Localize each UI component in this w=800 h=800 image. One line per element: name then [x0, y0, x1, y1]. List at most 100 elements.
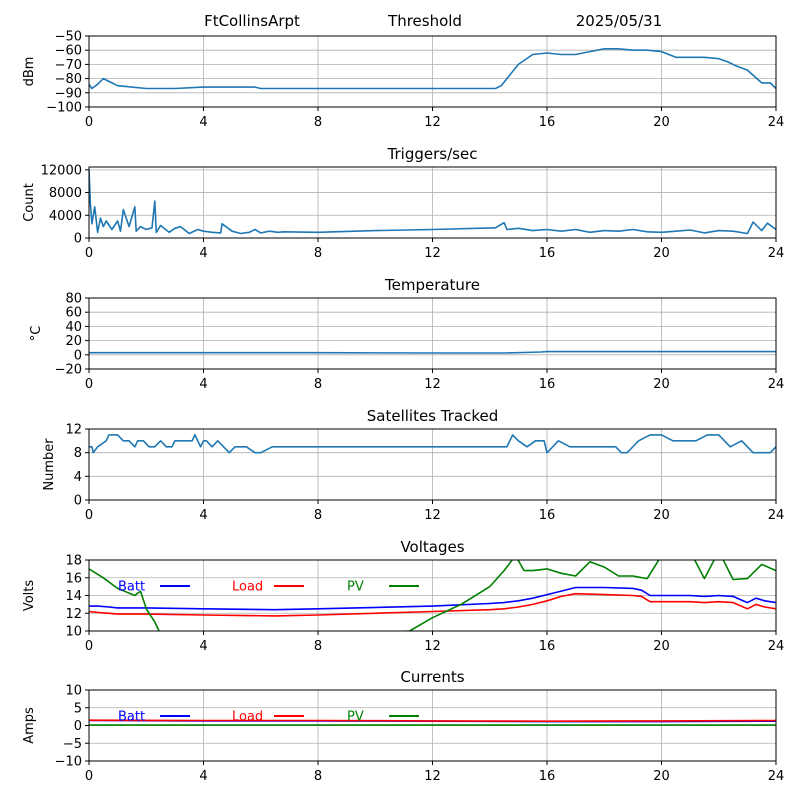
x-tick-label: 0: [85, 377, 93, 392]
x-tick-label: 8: [314, 769, 322, 784]
x-tick-label: 8: [314, 246, 322, 261]
x-tick-label: 20: [653, 115, 670, 130]
y-tick-label: 10: [65, 684, 82, 699]
x-tick-label: 4: [199, 115, 207, 130]
y-axis-label: dBm: [22, 57, 37, 87]
panel-6: 0 4 8 12 16 20 24 −10 −5 0 5 10 Amps Currents Batt Load…: [22, 668, 784, 784]
x-tick-label: 12: [424, 639, 441, 654]
station-label: FtCollinsArpt: [204, 12, 300, 30]
y-tick-label: 80: [65, 292, 82, 307]
x-tick-label: 4: [199, 639, 207, 654]
y-axis-label: Volts: [22, 580, 37, 612]
x-tick-label: 0: [85, 769, 93, 784]
x-tick-label: 0: [85, 246, 93, 261]
x-tick-label: 20: [653, 769, 670, 784]
x-tick-label: 20: [653, 639, 670, 654]
y-tick-label: 14: [65, 589, 82, 604]
y-axis-label: °C: [29, 326, 44, 342]
panel-title: Triggers/sec: [387, 145, 478, 163]
y-axis-label: Number: [42, 438, 57, 491]
x-tick-label: 12: [424, 115, 441, 130]
panel-title: Satellites Tracked: [367, 407, 498, 425]
x-tick-label: 8: [314, 508, 322, 523]
x-tick-label: 12: [424, 377, 441, 392]
x-tick-label: 8: [314, 115, 322, 130]
y-tick-label: 5: [74, 701, 82, 716]
y-tick-label: −5: [63, 737, 82, 752]
x-tick-label: 24: [768, 377, 785, 392]
series-line-1: [89, 350, 776, 354]
x-tick-label: 4: [199, 377, 207, 392]
y-axis-label: Amps: [22, 707, 37, 744]
panel-title: Temperature: [384, 276, 480, 294]
x-tick-label: 8: [314, 377, 322, 392]
x-tick-label: 20: [653, 246, 670, 261]
x-tick-label: 12: [424, 769, 441, 784]
y-tick-label: 12000: [41, 163, 82, 178]
legend-label-load: Load: [232, 580, 263, 595]
x-tick-label: 12: [424, 508, 441, 523]
series-line-batt: [89, 586, 776, 611]
panel-2: 0 4 8 12 16 20 24 0 4000 8000 12000 Count Triggers/s…: [22, 145, 784, 261]
panel-4: 0 4 8 12 16 20 24 0 4 8 12 Number Satellites Tracked: [42, 407, 784, 523]
x-tick-label: 8: [314, 639, 322, 654]
x-tick-label: 20: [653, 508, 670, 523]
series-line-1: [89, 434, 776, 454]
y-tick-label: 8000: [49, 186, 82, 201]
y-tick-label: 20: [65, 334, 82, 349]
legend-label-pv: PV: [347, 580, 364, 595]
y-tick-label: −10: [55, 755, 82, 770]
series-line-load: [89, 719, 776, 723]
x-tick-label: 24: [768, 639, 785, 654]
series-line-pv: [89, 560, 776, 631]
y-tick-label: 0: [74, 348, 82, 363]
y-tick-label: 40: [65, 320, 82, 335]
x-tick-label: 16: [539, 769, 556, 784]
x-tick-label: 4: [199, 246, 207, 261]
panel-title: Voltages: [400, 538, 464, 556]
y-tick-label: 0: [74, 494, 82, 509]
y-tick-label: −90: [55, 86, 82, 101]
y-tick-label: 12: [65, 423, 82, 438]
panel-1: 0 4 8 12 16 20 24 −100−90−80−70−60−50 dBm: [22, 30, 784, 131]
x-tick-label: 16: [539, 639, 556, 654]
x-tick-label: 0: [85, 639, 93, 654]
y-tick-label: 4000: [49, 209, 82, 224]
x-tick-label: 24: [768, 769, 785, 784]
y-tick-label: 10: [65, 625, 82, 640]
y-tick-label: −50: [55, 30, 82, 45]
y-tick-label: 18: [65, 554, 82, 569]
y-tick-label: −80: [55, 72, 82, 87]
mode-label: Threshold: [387, 12, 462, 30]
x-tick-label: 4: [199, 769, 207, 784]
panel-5: 0 4 8 12 16 20 24 10 12 14 16 18 Volts Voltages Batt Lo…: [22, 538, 784, 654]
legend-label-load: Load: [232, 710, 263, 725]
y-axis-label: Count: [22, 183, 37, 222]
y-tick-label: −60: [55, 44, 82, 59]
legend-label-batt: Batt: [118, 580, 145, 595]
x-tick-label: 24: [768, 508, 785, 523]
x-tick-label: 12: [424, 246, 441, 261]
x-tick-label: 20: [653, 377, 670, 392]
x-tick-label: 0: [85, 508, 93, 523]
y-tick-label: 0: [74, 719, 82, 734]
x-tick-label: 0: [85, 115, 93, 130]
x-tick-label: 16: [539, 508, 556, 523]
x-tick-label: 4: [199, 508, 207, 523]
x-tick-label: 16: [539, 377, 556, 392]
y-tick-label: 60: [65, 306, 82, 321]
y-tick-label: −100: [46, 101, 82, 116]
series-line-load: [89, 592, 776, 617]
legend-label-batt: Batt: [118, 710, 145, 725]
y-tick-label: 12: [65, 607, 82, 622]
y-tick-label: 8: [74, 446, 82, 461]
x-tick-label: 24: [768, 246, 785, 261]
x-tick-label: 24: [768, 115, 785, 130]
panel-title: Currents: [400, 668, 464, 686]
series-line-1: [89, 169, 776, 235]
y-tick-label: 4: [74, 470, 82, 485]
y-tick-label: −20: [55, 363, 82, 378]
